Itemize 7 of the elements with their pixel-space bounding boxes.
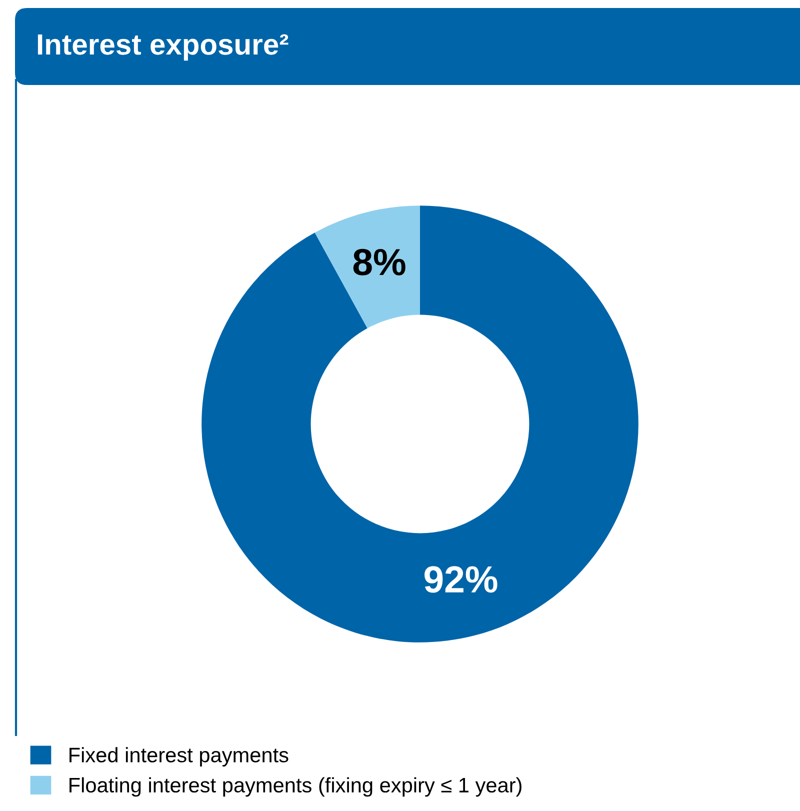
donut-slice: [314, 206, 420, 328]
data-label: 8%: [353, 248, 406, 276]
legend-label: Floating interest payments (fixing expiry ≤ 1 year): [70, 777, 522, 797]
legend-label: Fixed interest payments: [70, 747, 288, 767]
data-label: 92%: [424, 566, 498, 593]
donut-slice: [202, 206, 638, 642]
chart-title: Interest exposure²: [38, 34, 288, 61]
